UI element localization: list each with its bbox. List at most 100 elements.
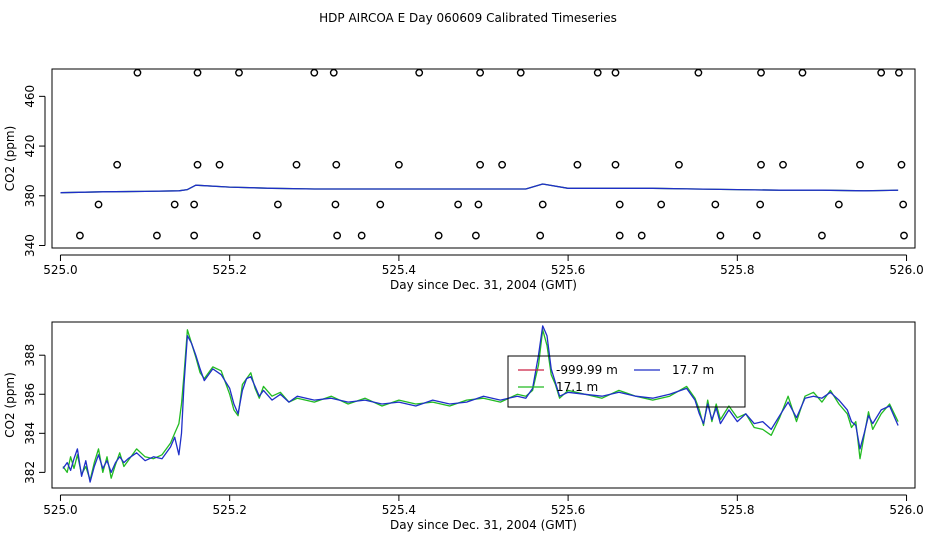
data-point [757,69,765,77]
data-point [834,200,843,209]
y-tick-label: 386 [23,383,37,406]
y-tick-label: 380 [23,184,37,207]
x-tick-label: 525.4 [382,503,416,517]
y-tick-label: 420 [23,135,37,158]
data-point [331,200,340,209]
x-tick-label: 525.2 [212,503,246,517]
data-point [899,200,908,209]
data-point [611,69,620,77]
data-point [454,200,463,209]
data-point [76,231,84,240]
bottom-panel: 525.0 525.2 525.4 525.6 525.8 526.0 Day since … [3,321,924,532]
data-point [332,160,341,169]
data-point [756,200,765,209]
data-point [113,160,122,169]
series-line [62,329,899,481]
data-point [637,231,646,240]
data-point [615,200,624,209]
data-point [193,69,202,77]
data-point [274,200,282,209]
data-point [675,160,683,169]
data-point [292,160,301,169]
y-tick-label: 388 [23,344,37,367]
data-point [153,231,161,240]
data-point [471,231,480,240]
legend-label: 17.1 m [556,380,598,394]
y-tick-label: 340 [23,234,37,257]
data-point [252,231,261,240]
x-tick-label: 525.8 [720,503,754,517]
data-point [798,69,807,77]
y-axis-label: CO2 (ppm) [3,372,17,438]
x-tick-label: 525.0 [43,503,77,517]
data-point [611,160,620,169]
data-point [193,160,202,169]
data-point [333,231,342,240]
data-point [895,69,903,77]
plot-area [60,69,908,240]
data-point [190,231,199,240]
series-line [60,183,899,194]
data-point [215,160,224,169]
data-point [170,200,179,209]
data-point [190,200,199,209]
data-point [694,69,703,77]
data-point [235,69,243,77]
data-point [593,69,602,77]
data-point [818,231,826,240]
data-point [329,69,338,77]
y-tick-label: 382 [23,461,37,484]
data-point [476,69,485,77]
x-tick-label: 525.4 [382,263,416,277]
x-tick-label: 526.0 [889,263,923,277]
legend: -999.99 m 17.7 m 17.1 m [507,355,746,408]
data-point [716,231,725,240]
data-point [779,160,787,169]
x-tick-label: 525.0 [43,263,77,277]
data-point [415,69,424,77]
data-point [498,160,507,169]
data-point [476,160,485,169]
plot-area [62,325,899,483]
figure-title: HDP AIRCOA E Day 060609 Calibrated Times… [319,11,617,25]
data-point [897,160,906,169]
y-axis-label: CO2 (ppm) [3,126,17,192]
legend-label: -999.99 m [556,363,618,377]
plot-frame [51,68,916,249]
x-tick-label: 525.6 [551,263,585,277]
y-tick-label: 384 [23,422,37,445]
plot-frame [51,321,916,489]
data-point [310,69,319,77]
data-point [133,69,142,77]
data-point [376,200,385,209]
data-point [615,231,624,240]
data-point [757,160,765,169]
data-point [94,200,103,209]
data-point [711,200,720,209]
x-tick-label: 525.8 [720,263,754,277]
data-point [394,160,403,169]
data-point [856,160,864,169]
x-tick-label: 525.6 [551,503,585,517]
x-axis-label: Day since Dec. 31, 2004 (GMT) [390,278,577,292]
data-point [434,231,443,240]
data-point [657,200,666,209]
x-tick-label: 525.2 [212,263,246,277]
data-point [516,69,525,77]
data-point [573,160,582,169]
legend-label: 17.7 m [672,363,714,377]
data-point [474,200,483,209]
data-point [538,200,547,209]
legend-box [507,355,746,408]
x-tick-label: 526.0 [889,503,923,517]
series-line [62,325,899,483]
y-tick-label: 460 [23,85,37,108]
data-point [877,69,886,77]
data-point [536,231,545,240]
data-point [900,231,908,240]
data-point [357,231,366,240]
top-panel: 525.0 525.2 525.4 525.6 525.8 526.0 Day since … [3,68,924,292]
data-point [752,231,761,240]
x-axis-label: Day since Dec. 31, 2004 (GMT) [390,518,577,532]
